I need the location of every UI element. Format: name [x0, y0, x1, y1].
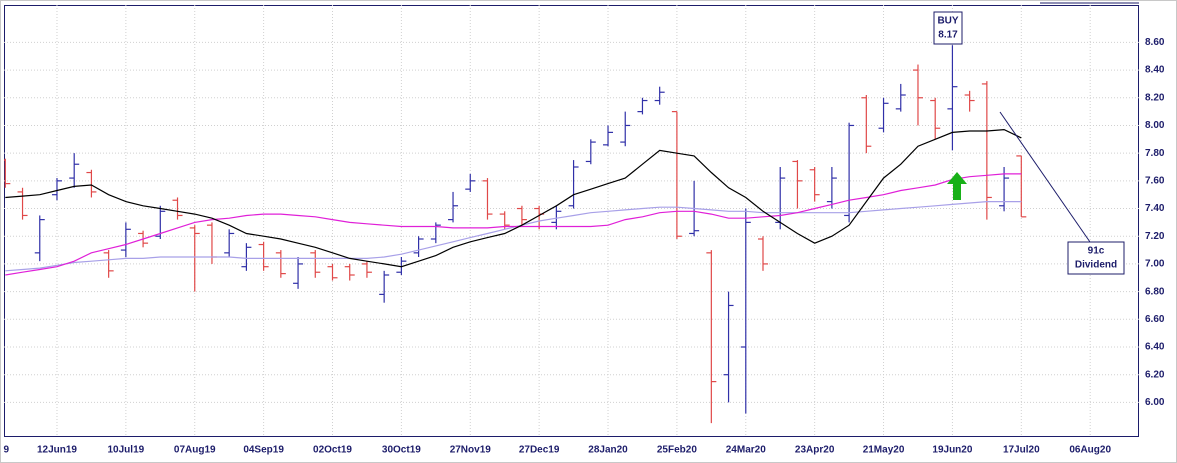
x-tick-label: 02Oct19 — [313, 445, 352, 456]
y-tick-label: 7.20 — [1145, 231, 1165, 242]
x-tick-label: 23Apr20 — [795, 445, 835, 456]
y-tick-label: 6.40 — [1145, 342, 1165, 353]
x-tick-label: 04Sep19 — [243, 445, 284, 456]
y-tick-label: 7.00 — [1145, 259, 1165, 270]
y-tick-label: 6.80 — [1145, 286, 1165, 297]
x-tick-label: 27Dec19 — [519, 445, 560, 456]
y-tick-label: 7.80 — [1145, 148, 1165, 159]
x-tick-label: 19Jun20 — [932, 445, 972, 456]
annotation-text: Dividend — [1075, 260, 1117, 271]
y-tick-label: 8.00 — [1145, 120, 1165, 131]
y-tick-label: 8.20 — [1145, 92, 1165, 103]
y-tick-label: 8.40 — [1145, 65, 1165, 76]
moving-average — [5, 173, 1022, 276]
x-tick-label: 06Aug20 — [1069, 445, 1111, 456]
moving-average — [5, 128, 1022, 268]
y-tick-label: 7.60 — [1145, 175, 1165, 186]
annotation-leader — [999, 111, 1091, 243]
y-tick-label: 6.20 — [1145, 369, 1165, 380]
annotation-box — [1067, 241, 1125, 275]
x-tick-label: 28Jan20 — [588, 445, 628, 456]
y-tick-label: 7.40 — [1145, 203, 1165, 214]
x-tick-label: 10Jul19 — [108, 445, 145, 456]
x-tick-label: 9 — [4, 445, 10, 456]
plot-frame — [4, 5, 1139, 437]
y-tick-label: 6.00 — [1145, 397, 1165, 408]
buy-arrow — [947, 172, 967, 200]
annotation-text: 8.17 — [938, 30, 958, 41]
grid-layer — [4, 5, 1139, 437]
marks-layer — [4, 45, 1027, 424]
annotation-text: 91c — [1088, 246, 1105, 257]
x-tick-label: 27Nov19 — [450, 445, 492, 456]
labels-layer: 6.00 6.20 6.40 6.60 6.80 7.00 7.20 7.40 7.60 7.80… — [4, 11, 1165, 456]
x-tick-label: 07Aug19 — [174, 445, 216, 456]
moving-average — [5, 201, 1022, 272]
x-tick-label: 30Oct19 — [382, 445, 421, 456]
x-tick-label: 21May20 — [863, 445, 905, 456]
annotation-text: BUY — [937, 16, 958, 27]
x-tick-label: 24Mar20 — [726, 445, 766, 456]
x-tick-label: 12Jun19 — [37, 445, 77, 456]
x-tick-label: 17Jul20 — [1003, 445, 1040, 456]
y-tick-label: 8.60 — [1145, 37, 1165, 48]
y-tick-label: 6.60 — [1145, 314, 1165, 325]
x-tick-label: 25Feb20 — [657, 445, 697, 456]
annotation-box — [933, 11, 963, 45]
